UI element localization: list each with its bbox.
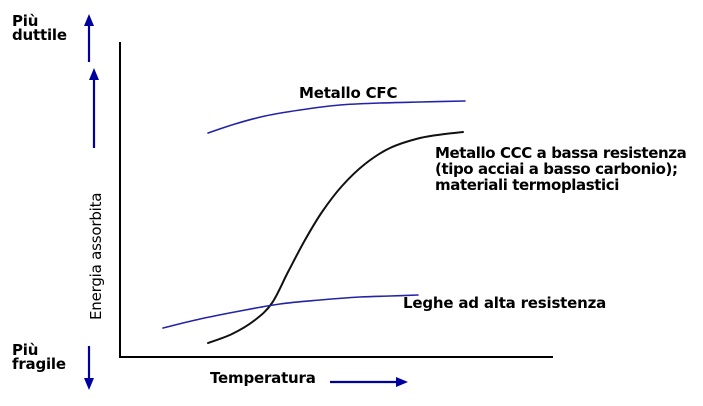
label-metallo-ccc-line3: materiali termoplastici [435, 176, 620, 194]
label-metallo-cfc: Metallo CFC [299, 84, 398, 102]
label-metallo-ccc-line1: Metallo CCC a bassa resistenza [435, 144, 687, 162]
ductile-up-arrow-upper-head [84, 14, 94, 26]
curve-metallo-cfc [207, 100, 466, 134]
label-more-fragile: Più fragile [12, 341, 66, 373]
x-axis-label: Temperatura [210, 369, 316, 387]
label-more-fragile-line1: Più [12, 341, 39, 359]
label-more-ductile: Più duttile [12, 12, 67, 44]
label-more-ductile-line2: duttile [12, 26, 67, 44]
label-more-ductile-line1: Più [12, 12, 39, 30]
temperature-right-arrow-head [396, 377, 408, 387]
label-more-fragile-line2: fragile [12, 355, 66, 373]
curve-metallo-ccc [207, 131, 464, 344]
y-axis-label: Energia assorbita [87, 192, 105, 320]
label-leghe-alta-resistenza: Leghe ad alta resistenza [403, 294, 607, 312]
curve-leghe-alta-resistenza [162, 294, 419, 329]
ductile-up-arrow-lower-head [89, 68, 99, 80]
fragile-down-arrow-head [84, 378, 94, 390]
label-metallo-ccc: Metallo CCC a bassa resistenza (tipo acc… [435, 144, 687, 194]
label-metallo-ccc-line2: (tipo acciai a basso carbonio); [435, 160, 678, 178]
